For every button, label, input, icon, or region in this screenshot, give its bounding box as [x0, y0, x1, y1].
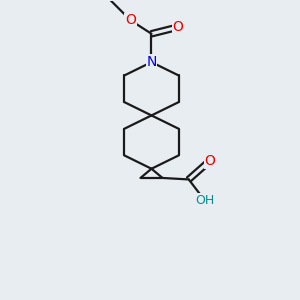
- Text: N: N: [146, 55, 157, 69]
- Text: O: O: [125, 13, 136, 27]
- Text: O: O: [204, 154, 215, 168]
- Text: O: O: [172, 20, 183, 34]
- Text: OH: OH: [196, 194, 215, 206]
